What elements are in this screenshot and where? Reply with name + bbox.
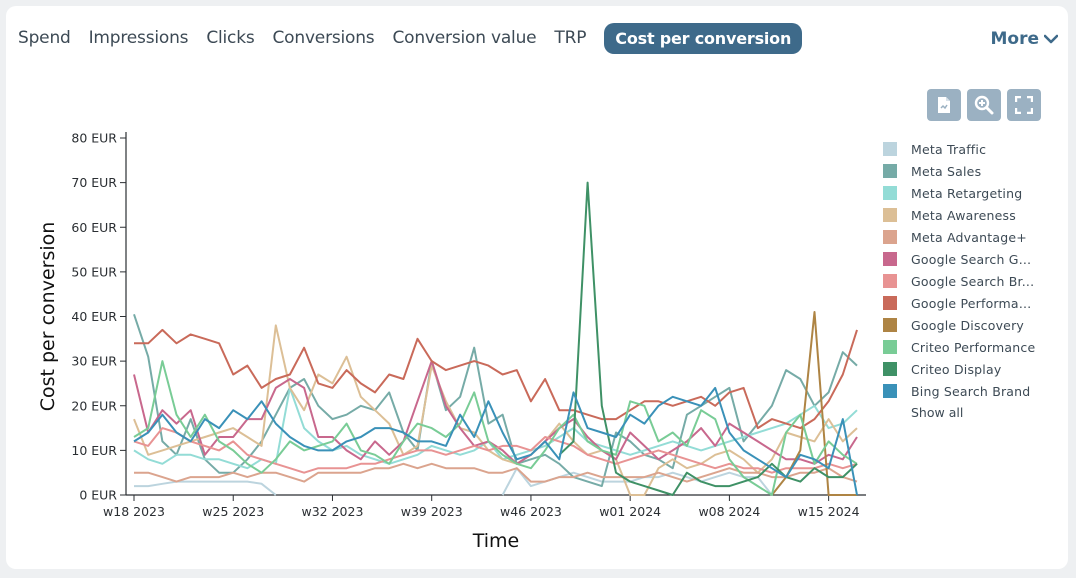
legend-label: Meta Advantage+ [911, 229, 1027, 245]
legend-item[interactable]: Meta Traffic [883, 138, 1039, 160]
x-tick-label: w15 2024 [798, 504, 860, 519]
series-line-criteo-performance [133, 360, 858, 496]
x-tick-label: w08 2024 [698, 504, 760, 519]
fullscreen-button[interactable] [1007, 89, 1041, 121]
legend-swatch [883, 340, 897, 354]
y-axis-title: Cost per conversion [37, 222, 59, 412]
y-tick-label: 20 EUR [71, 398, 117, 413]
legend-item[interactable]: Google Discovery [883, 314, 1039, 336]
legend-item[interactable]: Google Performan... [883, 292, 1039, 314]
series-line-criteo-display [558, 181, 858, 496]
series-line-google-performan [134, 328, 858, 430]
legend-show-all[interactable]: Show all [911, 405, 964, 420]
series-line-meta-awareness [133, 324, 858, 496]
legend-swatch [883, 362, 897, 376]
y-tick-label: 50 EUR [71, 264, 117, 279]
zoom-icon [974, 95, 994, 115]
legend-label: Google Performan... [911, 295, 1039, 311]
y-tick-label: 0 EUR [79, 488, 117, 503]
legend-label: Meta Awareness [911, 207, 1016, 223]
legend-label: Google Search Ge... [911, 251, 1039, 267]
legend-item[interactable]: Google Search Br... [883, 270, 1039, 292]
tab-trp[interactable]: TRP [554, 28, 587, 48]
legend-swatch [883, 384, 897, 398]
x-tick-label: w25 2023 [202, 504, 264, 519]
chevron-down-icon [1044, 34, 1058, 44]
tab-conversions[interactable]: Conversions [272, 28, 375, 48]
y-tick-label: 30 EUR [71, 354, 117, 369]
legend-label: Criteo Performance [911, 339, 1036, 355]
tab-clicks[interactable]: Clicks [206, 28, 255, 48]
legend-swatch [883, 296, 897, 310]
legend-label: Meta Traffic [911, 141, 987, 157]
chart-legend: Meta Traffic Meta Sales Meta Retargeting Me… [883, 138, 1039, 424]
legend-item[interactable]: Google Search Ge... [883, 248, 1039, 270]
metric-tabs: Spend Impressions Clicks Conversions Convers… [18, 22, 820, 54]
tab-cost-per-conversion[interactable]: Cost per conversion [604, 22, 803, 54]
x-axis-title: Time [472, 530, 520, 552]
more-dropdown[interactable]: More [990, 29, 1058, 49]
export-button[interactable] [927, 89, 961, 121]
series-line-bing-search-brand [133, 386, 858, 496]
x-tick-label: w46 2023 [500, 504, 562, 519]
legend-item[interactable]: Criteo Display [883, 358, 1039, 380]
export-icon [938, 97, 950, 113]
zoom-button[interactable] [967, 89, 1001, 121]
legend-swatch [883, 208, 897, 222]
legend-label: Google Discovery [911, 317, 1025, 333]
y-tick-label: 40 EUR [71, 309, 117, 324]
x-tick-label: w01 2024 [599, 504, 661, 519]
tab-spend[interactable]: Spend [18, 28, 71, 48]
line-chart: 0 EUR 10 EUR 20 EUR 30 EUR 40 EUR 50 EUR 60 EU… [37, 131, 866, 552]
legend-swatch [883, 142, 897, 156]
legend-item[interactable]: Meta Retargeting [883, 182, 1039, 204]
tab-conversion-value[interactable]: Conversion value [392, 28, 537, 48]
series-line-google-search-ge [133, 360, 858, 465]
legend-item[interactable]: Bing Search Brand [883, 380, 1039, 402]
legend-swatch [883, 318, 897, 332]
fullscreen-icon [1015, 96, 1033, 114]
legend-item[interactable]: Meta Sales [883, 160, 1039, 182]
y-tick-label: 80 EUR [71, 131, 117, 146]
legend-swatch [883, 230, 897, 244]
legend-swatch [883, 164, 897, 178]
x-tick-label: w39 2023 [401, 504, 463, 519]
legend-label: Criteo Display [911, 361, 1002, 377]
legend-label: Meta Sales [911, 163, 982, 179]
series-line-meta-advantage [134, 462, 858, 483]
legend-item[interactable]: Meta Awareness [883, 204, 1039, 226]
y-tick-label: 70 EUR [71, 175, 117, 190]
tab-impressions[interactable]: Impressions [88, 28, 189, 48]
more-label: More [990, 29, 1039, 49]
legend-item[interactable]: Criteo Performance [883, 336, 1039, 358]
x-tick-label: w32 2023 [302, 504, 364, 519]
y-tick-label: 60 EUR [71, 220, 117, 235]
legend-swatch [883, 252, 897, 266]
legend-label: Bing Search Brand [911, 383, 1031, 399]
legend-label: Meta Retargeting [911, 185, 1023, 201]
x-tick-label: w18 2023 [103, 504, 165, 519]
legend-label: Google Search Br... [911, 273, 1035, 289]
chart-toolbar [927, 89, 1047, 121]
y-tick-label: 10 EUR [71, 443, 117, 458]
series-line-meta-retargeting [133, 386, 858, 470]
legend-swatch [883, 186, 897, 200]
legend-item[interactable]: Meta Advantage+ [883, 226, 1039, 248]
legend-swatch [883, 274, 897, 288]
